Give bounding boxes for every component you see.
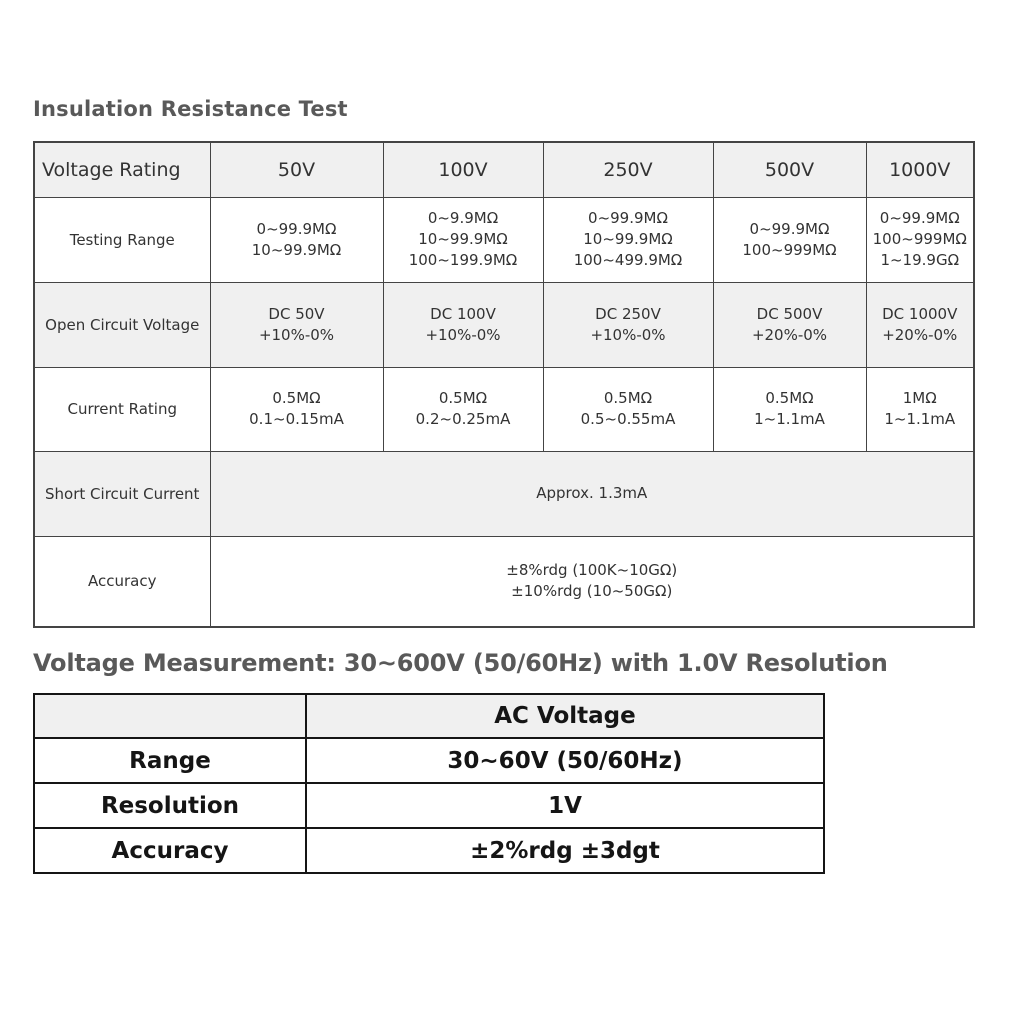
cell-line: +10%-0% bbox=[258, 325, 335, 344]
cell-line: 100~499.9MΩ bbox=[573, 251, 683, 269]
table-row-open-circuit-voltage: Open Circuit Voltage DC 50V +10%-0% DC 1… bbox=[33, 281, 975, 368]
table-row-accuracy: Accuracy ±8%rdg (100K~10GΩ) ±10%rdg (10~… bbox=[33, 535, 975, 628]
cell-current-1000v: 1MΩ 1~1.1mA bbox=[865, 366, 975, 452]
cell-line: DC 250V bbox=[595, 304, 661, 323]
cell-line: 100~999MΩ bbox=[742, 240, 837, 259]
vm-value-resolution: 1V bbox=[305, 782, 825, 829]
cell-line: DC 100V bbox=[430, 304, 496, 323]
cell-line: 0.5~0.55mA bbox=[580, 410, 676, 428]
cell-line: 0.5MΩ bbox=[603, 389, 653, 407]
cell-line: ±10%rdg (10~50GΩ) bbox=[511, 582, 673, 601]
header-50v: 50V bbox=[209, 141, 384, 198]
cell-ocv-250v: DC 250V +10%-0% bbox=[542, 281, 714, 368]
cell-line: 0.5MΩ bbox=[438, 389, 488, 407]
insulation-resistance-table: Voltage Rating 50V 100V 250V 500V 1000V … bbox=[33, 141, 975, 628]
cell-accuracy: ±8%rdg (100K~10GΩ) ±10%rdg (10~50GΩ) bbox=[209, 535, 975, 628]
row-label-short-circuit-current: Short Circuit Current bbox=[33, 450, 211, 537]
cell-line: 0.5MΩ bbox=[765, 389, 814, 407]
header-500v: 500V bbox=[712, 141, 867, 198]
cell-line: DC 1000V bbox=[882, 304, 958, 323]
table-row-short-circuit-current: Short Circuit Current Approx. 1.3mA bbox=[33, 450, 975, 537]
cell-line: 0.1~0.15mA bbox=[249, 410, 344, 428]
cell-ocv-1000v: DC 1000V +20%-0% bbox=[865, 281, 975, 368]
cell-line: DC 50V bbox=[268, 304, 325, 323]
cell-short-circuit-current: Approx. 1.3mA bbox=[209, 450, 975, 537]
cell-line: DC 500V bbox=[756, 304, 823, 323]
cell-testing-range-1000v: 0~99.9MΩ 100~999MΩ 1~19.9GΩ bbox=[865, 196, 975, 283]
voltage-measurement-table: AC Voltage Range 30~60V (50/60Hz) Resolu… bbox=[33, 693, 825, 874]
cell-line: ±8%rdg (100K~10GΩ) bbox=[506, 561, 678, 580]
insulation-resistance-title: Insulation Resistance Test bbox=[33, 97, 348, 121]
vm-label-resolution: Resolution bbox=[33, 782, 307, 829]
header-100v: 100V bbox=[382, 141, 544, 198]
vm-label-range: Range bbox=[33, 737, 307, 784]
cell-line: 0~99.9MΩ bbox=[256, 219, 337, 238]
cell-ocv-100v: DC 100V +10%-0% bbox=[382, 281, 544, 368]
header-1000v: 1000V bbox=[865, 141, 975, 198]
table-row-current-rating: Current Rating 0.5MΩ 0.1~0.15mA 0.5MΩ 0.… bbox=[33, 366, 975, 452]
cell-line: 10~99.9MΩ bbox=[418, 230, 508, 248]
cell-line: Approx. 1.3mA bbox=[536, 484, 648, 502]
cell-line: 100~199.9MΩ bbox=[408, 251, 518, 269]
cell-line: 0.2~0.25mA bbox=[415, 410, 511, 428]
vm-label-accuracy: Accuracy bbox=[33, 827, 307, 874]
cell-ocv-50v: DC 50V +10%-0% bbox=[209, 281, 384, 368]
cell-line: 0~99.9MΩ bbox=[879, 209, 960, 227]
cell-line: 1~19.9GΩ bbox=[880, 251, 960, 269]
cell-testing-range-250v: 0~99.9MΩ 10~99.9MΩ 100~499.9MΩ bbox=[542, 196, 714, 283]
row-label-open-circuit-voltage: Open Circuit Voltage bbox=[33, 281, 211, 368]
cell-current-500v: 0.5MΩ 1~1.1mA bbox=[712, 366, 867, 452]
vm-row-range: Range 30~60V (50/60Hz) bbox=[33, 737, 825, 784]
voltage-measurement-title: Voltage Measurement: 30~600V (50/60Hz) w… bbox=[33, 649, 888, 677]
header-250v: 250V bbox=[542, 141, 714, 198]
cell-line: +10%-0% bbox=[425, 325, 501, 344]
vm-row-accuracy: Accuracy ±2%rdg ±3dgt bbox=[33, 827, 825, 874]
cell-line: 100~999MΩ bbox=[872, 230, 967, 248]
header-voltage-rating: Voltage Rating bbox=[33, 141, 211, 198]
cell-line: 1~1.1mA bbox=[754, 410, 825, 428]
table-row-testing-range: Testing Range 0~99.9MΩ 10~99.9MΩ 0~9.9MΩ… bbox=[33, 196, 975, 283]
cell-line: +20%-0% bbox=[882, 325, 958, 344]
cell-line: 0~99.9MΩ bbox=[588, 209, 668, 227]
cell-current-50v: 0.5MΩ 0.1~0.15mA bbox=[209, 366, 384, 452]
row-label-accuracy: Accuracy bbox=[33, 535, 211, 628]
cell-line: 0~99.9MΩ bbox=[749, 219, 830, 238]
cell-current-100v: 0.5MΩ 0.2~0.25mA bbox=[382, 366, 544, 452]
cell-testing-range-500v: 0~99.9MΩ 100~999MΩ bbox=[712, 196, 867, 283]
vm-value-range: 30~60V (50/60Hz) bbox=[305, 737, 825, 784]
vm-value-accuracy: ±2%rdg ±3dgt bbox=[305, 827, 825, 874]
cell-ocv-500v: DC 500V +20%-0% bbox=[712, 281, 867, 368]
row-label-current-rating: Current Rating bbox=[33, 366, 211, 452]
cell-line: 1~1.1mA bbox=[884, 410, 956, 428]
cell-testing-range-50v: 0~99.9MΩ 10~99.9MΩ bbox=[209, 196, 384, 283]
cell-line: +20%-0% bbox=[751, 325, 828, 344]
vm-header-row: AC Voltage bbox=[33, 693, 825, 739]
cell-line: 1MΩ bbox=[902, 389, 937, 407]
table-header-row: Voltage Rating 50V 100V 250V 500V 1000V bbox=[33, 141, 975, 198]
vm-row-resolution: Resolution 1V bbox=[33, 782, 825, 829]
spec-sheet-page: Insulation Resistance Test Voltage Ratin… bbox=[33, 97, 975, 874]
cell-current-250v: 0.5MΩ 0.5~0.55mA bbox=[542, 366, 714, 452]
cell-line: 10~99.9MΩ bbox=[251, 240, 342, 259]
row-label-testing-range: Testing Range bbox=[33, 196, 211, 283]
cell-testing-range-100v: 0~9.9MΩ 10~99.9MΩ 100~199.9MΩ bbox=[382, 196, 544, 283]
cell-line: +10%-0% bbox=[590, 325, 666, 344]
vm-header-blank bbox=[33, 693, 307, 739]
cell-line: 10~99.9MΩ bbox=[583, 230, 673, 248]
cell-line: 0~9.9MΩ bbox=[427, 209, 499, 227]
cell-line: 0.5MΩ bbox=[272, 389, 321, 407]
vm-header-ac-voltage: AC Voltage bbox=[305, 693, 825, 739]
